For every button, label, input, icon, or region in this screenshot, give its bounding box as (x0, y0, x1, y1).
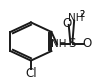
Text: S: S (68, 38, 75, 50)
Text: O: O (82, 38, 91, 50)
Text: 2: 2 (79, 10, 84, 19)
Text: 2: 2 (79, 10, 84, 19)
Text: NH: NH (52, 39, 67, 49)
Text: O: O (63, 17, 72, 30)
Text: Cl: Cl (25, 67, 37, 80)
Text: NH: NH (68, 13, 84, 23)
